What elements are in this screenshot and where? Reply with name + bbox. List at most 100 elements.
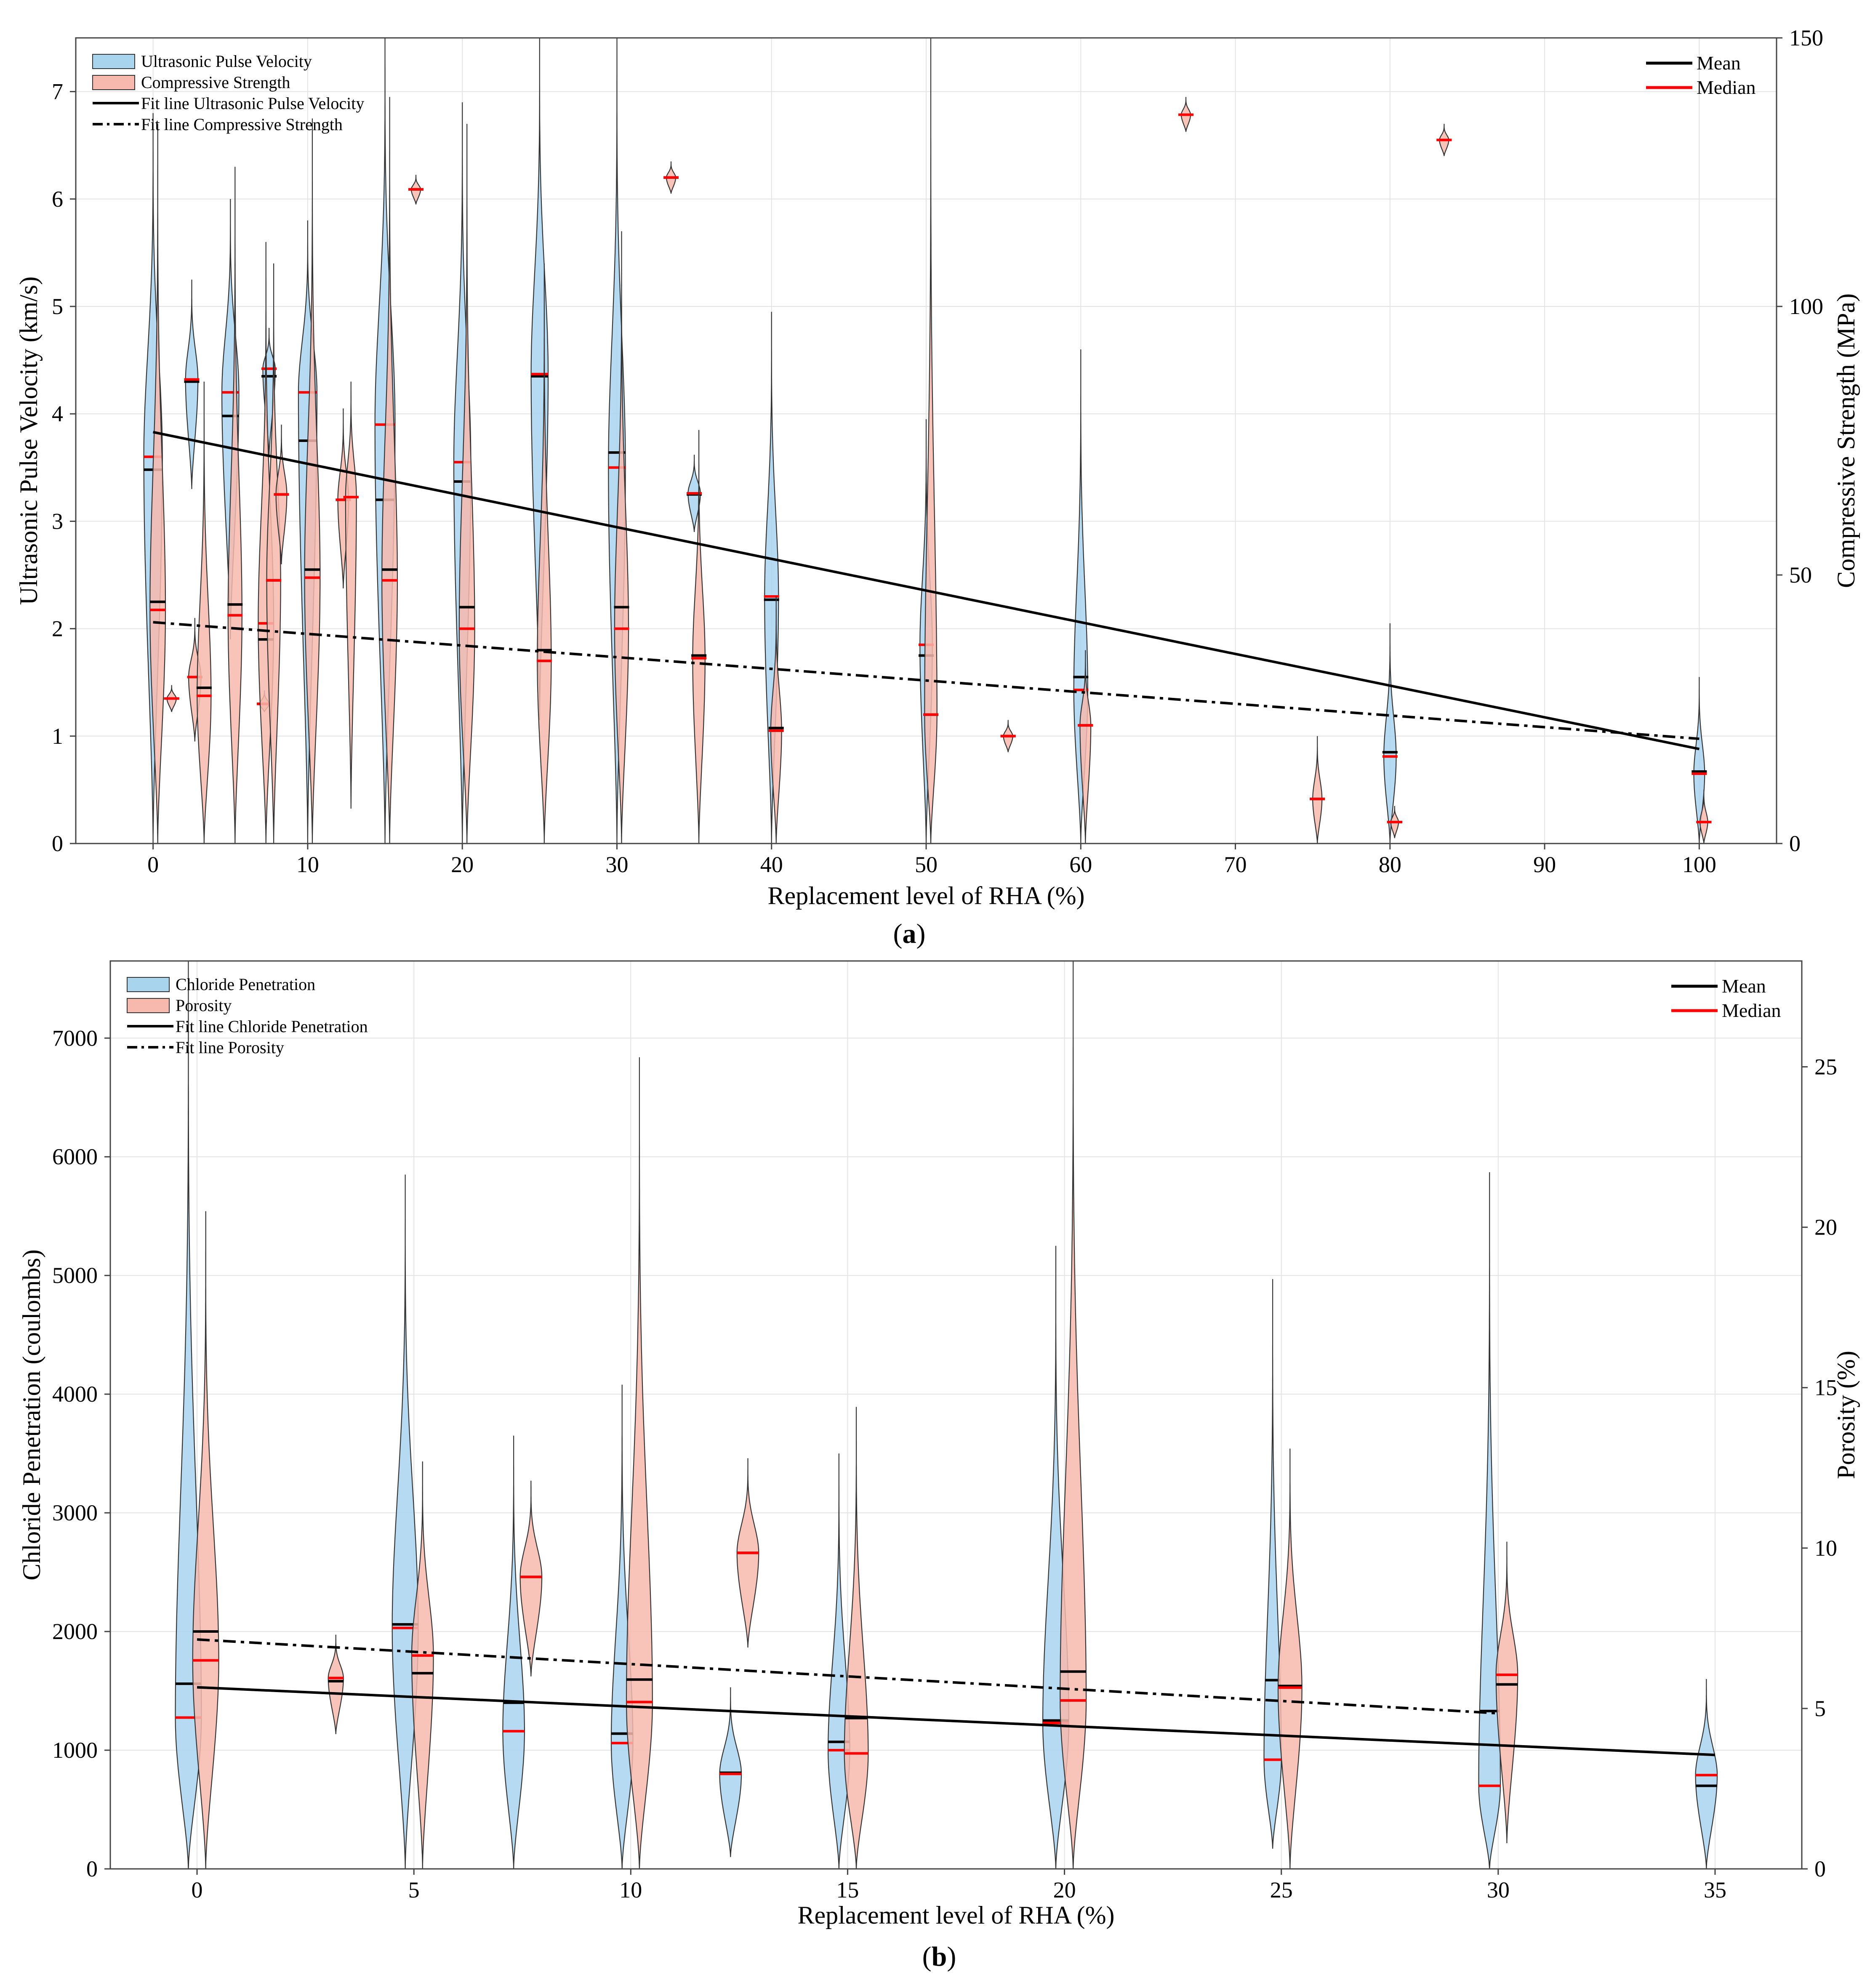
y-right-tick-label: 150 xyxy=(1789,25,1823,51)
violin-body xyxy=(458,124,475,844)
y-left-tick-label: 5000 xyxy=(52,1263,98,1288)
violin-body xyxy=(1495,1541,1518,1844)
panel-b-left-axis-label: Chloride Penetration (coulombs) xyxy=(18,1249,45,1581)
x-tick-label: 80 xyxy=(1379,852,1401,877)
y-right-tick-label: 5 xyxy=(1814,1696,1826,1721)
panel-b-ticks: 0 5 10 15 20 25 30 35 0 1000 2000 3000 4000 5000 6000 7… xyxy=(52,1025,1837,1903)
x-tick-label: 10 xyxy=(619,1877,642,1903)
x-tick-label: 0 xyxy=(147,852,159,877)
y-left-tick-label: 6 xyxy=(52,186,63,212)
legend-label: Median xyxy=(1722,1000,1781,1021)
y-left-tick-label: 0 xyxy=(86,1856,98,1882)
legend-label: Chloride Penetration xyxy=(176,975,315,994)
panel-b-legend-mean-median: Mean Median xyxy=(1671,975,1781,1021)
x-tick-label: 50 xyxy=(915,852,938,877)
y-right-tick-label: 100 xyxy=(1789,294,1823,319)
legend-label: Fit line Chloride Penetration xyxy=(176,1017,368,1036)
violin-body xyxy=(626,1057,653,1869)
violin-body xyxy=(1478,1172,1501,1869)
x-tick-label: 5 xyxy=(408,1877,420,1903)
x-tick-label: 20 xyxy=(451,852,474,877)
violin-body xyxy=(345,381,357,809)
violin-body xyxy=(304,118,321,844)
x-tick-label: 90 xyxy=(1533,852,1556,877)
legend-label: Ultrasonic Pulse Velocity xyxy=(141,52,312,71)
violin-body xyxy=(328,1634,344,1734)
y-left-tick-label: 7000 xyxy=(52,1025,98,1051)
violin-body xyxy=(1277,1448,1303,1869)
x-tick-label: 25 xyxy=(1270,1877,1293,1903)
panel-a-legend-mean-median: Mean Median xyxy=(1646,52,1756,98)
x-tick-label: 0 xyxy=(192,1877,203,1903)
violin-body xyxy=(614,231,629,844)
y-left-tick-label: 3000 xyxy=(52,1500,98,1525)
legend-swatch xyxy=(127,998,170,1013)
violin-body xyxy=(770,596,782,844)
y-left-tick-label: 5 xyxy=(52,294,63,319)
y-left-tick-label: 1 xyxy=(52,724,63,749)
panel-a-left-axis-label: Ultrasonic Pulse Velocity (km/s) xyxy=(15,277,43,605)
y-right-tick-label: 20 xyxy=(1814,1215,1837,1240)
panel-b-x-axis-label: Replacement level of RHA (%) xyxy=(797,1901,1114,1929)
violin-body xyxy=(185,279,199,489)
violin-body xyxy=(1079,650,1092,844)
violin-body xyxy=(924,38,938,844)
y-left-tick-label: 0 xyxy=(52,831,63,856)
panel-a-legend: Ultrasonic Pulse Velocity Compressive Str… xyxy=(92,52,364,134)
y-right-tick-label: 0 xyxy=(1789,831,1801,856)
violin-body xyxy=(1263,1279,1282,1849)
fit-line xyxy=(197,1686,1715,1756)
x-tick-label: 60 xyxy=(1069,852,1092,877)
y-right-tick-label: 50 xyxy=(1789,562,1812,588)
violin-body xyxy=(1312,736,1323,844)
y-right-tick-label: 10 xyxy=(1814,1536,1837,1561)
panel-b-gridlines xyxy=(110,961,1802,1869)
fit-line xyxy=(153,431,1700,750)
fit-line xyxy=(153,621,1700,740)
x-tick-label: 30 xyxy=(605,852,628,877)
legend-swatch xyxy=(92,75,135,90)
violin-body xyxy=(502,1435,525,1869)
panel-b-fit-lines xyxy=(197,1638,1715,1756)
violin-body xyxy=(411,1461,434,1869)
y-left-tick-label: 2 xyxy=(52,616,63,641)
legend-label: Mean xyxy=(1722,975,1766,997)
violin-body xyxy=(149,124,166,844)
legend-swatch xyxy=(92,54,135,69)
x-tick-label: 10 xyxy=(296,852,319,877)
violin-body xyxy=(392,1174,419,1869)
panel-b: 0 5 10 15 20 25 30 35 0 1000 2000 3000 4000 5000 6000 7… xyxy=(18,960,1860,1972)
y-left-tick-label: 4 xyxy=(52,401,63,426)
x-tick-label: 15 xyxy=(836,1877,859,1903)
fit-line xyxy=(197,1638,1498,1715)
violin-body xyxy=(266,263,281,844)
panel-a-right-axis-label: Compressive Strength (MPa) xyxy=(1832,293,1860,588)
panel-b-right-axis-label: Porosity (%) xyxy=(1832,1351,1860,1479)
violin-body xyxy=(1060,961,1087,1869)
x-tick-label: 20 xyxy=(1053,1877,1076,1903)
violin-body xyxy=(519,1480,543,1677)
panel-a-label-letter: a xyxy=(903,918,916,949)
panel-a-fit-lines xyxy=(153,431,1700,750)
y-right-tick-label: 15 xyxy=(1814,1375,1837,1400)
x-tick-label: 70 xyxy=(1224,852,1247,877)
panel-a: 0 10 20 30 40 50 60 70 80 90 10001234567050100150 … xyxy=(15,25,1860,949)
violin-body xyxy=(1693,677,1705,844)
panel-a-label: (a) xyxy=(893,918,926,949)
violin-body xyxy=(197,381,212,844)
legend-label: Fit line Compressive Strength xyxy=(141,115,343,134)
y-left-tick-label: 6000 xyxy=(52,1144,98,1169)
panel-b-legend: Chloride Penetration Porosity Fit line Chl… xyxy=(127,975,368,1057)
legend-label: Porosity xyxy=(176,996,232,1015)
legend-swatch xyxy=(127,977,170,992)
legend-label: Mean xyxy=(1697,52,1741,74)
violin-body xyxy=(381,97,398,844)
violin-body xyxy=(1383,623,1397,844)
x-tick-label: 100 xyxy=(1682,852,1716,877)
x-tick-label: 30 xyxy=(1487,1877,1510,1903)
y-right-tick-label: 0 xyxy=(1814,1856,1826,1882)
panel-b-label-letter: b xyxy=(932,1941,947,1972)
panel-a-x-axis-label: Replacement level of RHA (%) xyxy=(767,882,1084,910)
y-left-tick-label: 2000 xyxy=(52,1619,98,1644)
